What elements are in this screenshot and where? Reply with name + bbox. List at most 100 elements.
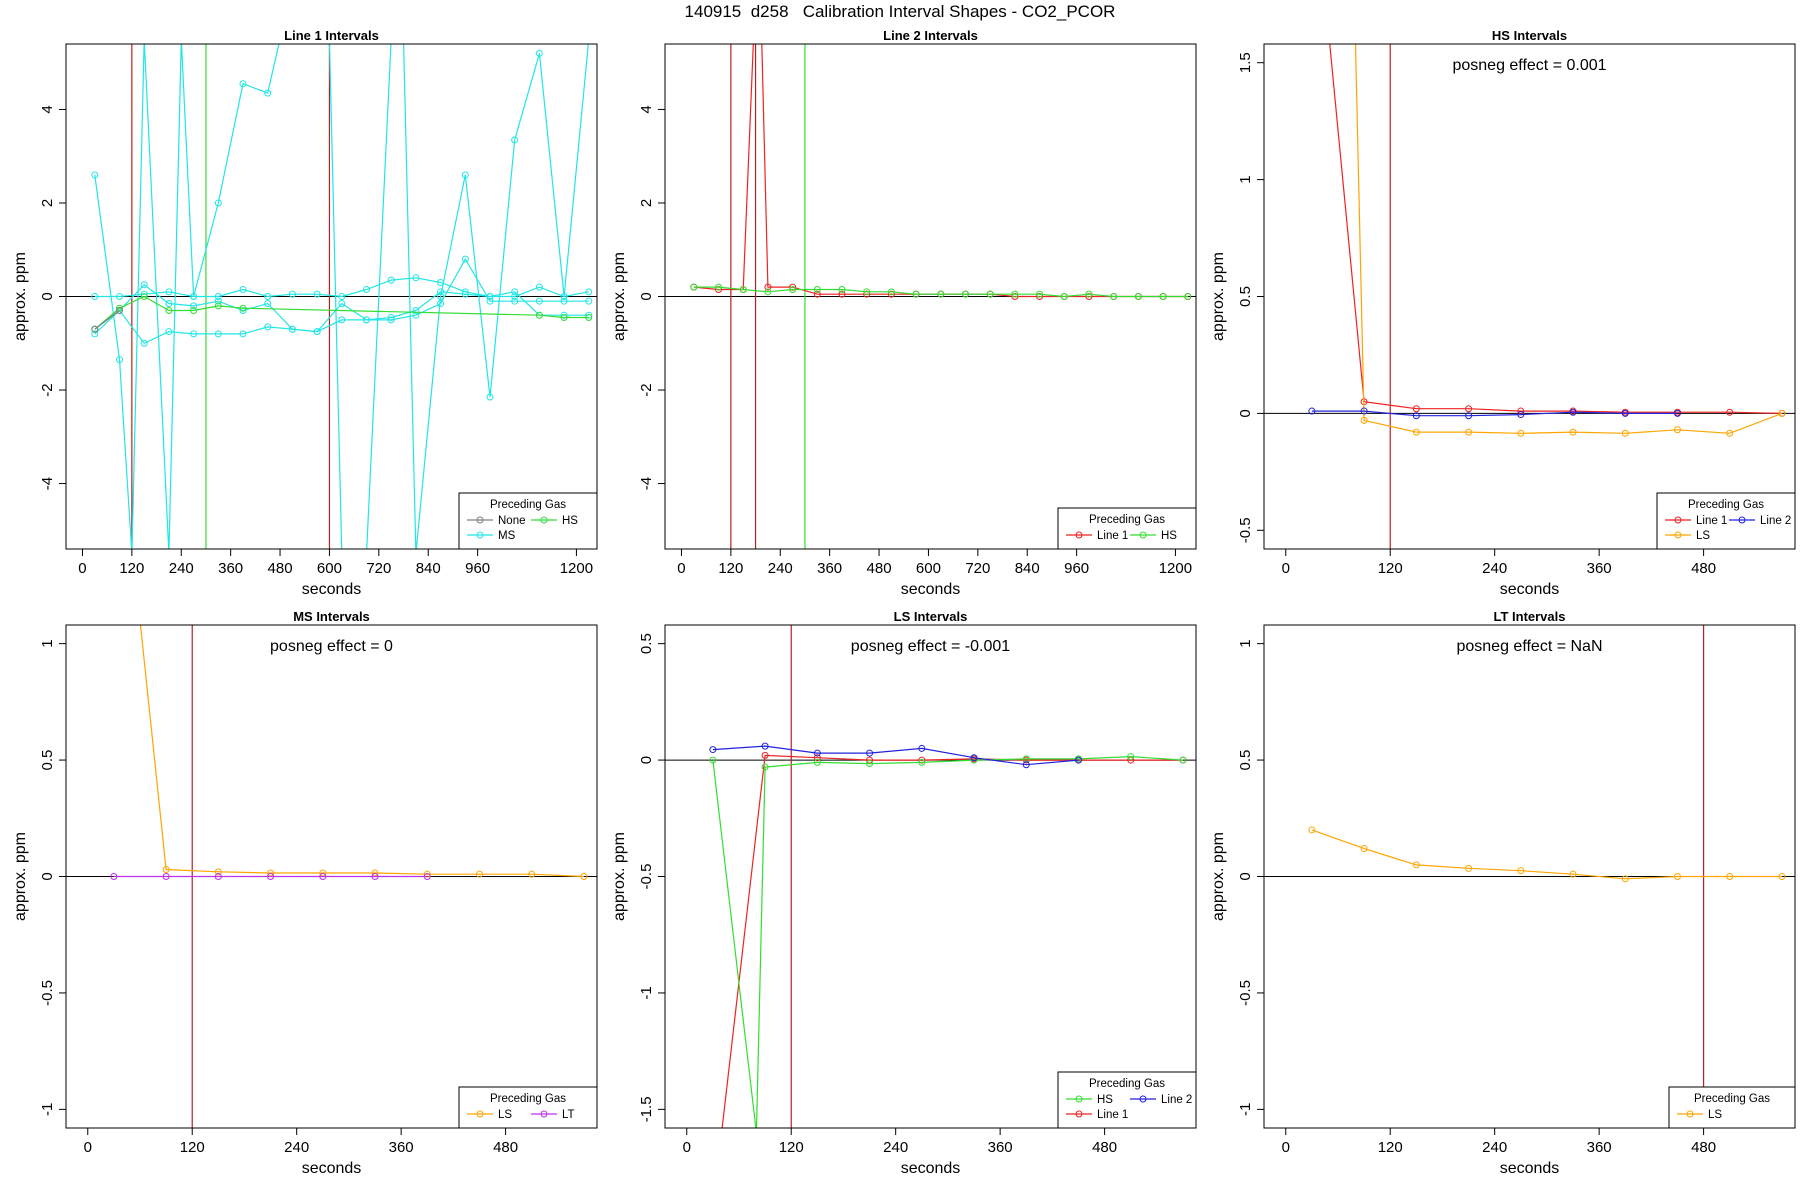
data-point [162,873,170,880]
series-line [94,277,589,298]
legend-swatch-point [1738,516,1746,524]
data-point [214,199,222,207]
data-point [759,36,765,42]
legend-item-label: LT [562,1109,575,1121]
data-point [461,171,469,179]
data-point [475,870,483,878]
data-point [715,285,723,293]
x-tick-label: 360 [817,560,842,577]
y-tick-label: 1 [1237,175,1254,183]
y-axis-label: approx. ppm [611,832,628,921]
data-point [214,868,222,876]
data-point [761,763,769,771]
data-point [116,293,124,300]
x-tick-label: 1200 [560,560,593,577]
legend-box [458,492,598,550]
legend: Preceding Gas Line 1 Line 2 LS [1656,492,1796,550]
series-line [1354,44,1783,434]
x-tick-label: 0 [1282,560,1290,577]
data-point [585,314,593,322]
data-point [1673,426,1681,434]
data-point [887,290,895,298]
data-point [178,36,184,42]
data-point [1621,429,1629,437]
data-point [288,290,296,298]
chart-title: LT Intervals [1493,609,1565,624]
y-tick-label: 0.5 [39,750,56,771]
data-point [165,328,173,336]
y-tick-label: -0.5 [1237,980,1254,1006]
data-point [239,304,247,312]
data-point [970,756,978,764]
data-point [866,760,874,768]
legend-item-label: LS [498,1109,512,1121]
plot-frame [1263,43,1796,550]
data-point [338,293,346,300]
legend-title: Preceding Gas [1089,1078,1165,1090]
legend-swatch-point [476,1110,484,1118]
series-line [1311,410,1678,417]
data-point [719,1130,725,1136]
data-point [1726,429,1734,437]
y-axis-label: approx. ppm [12,252,29,341]
x-tick-label: 960 [1064,560,1089,577]
data-point [1412,405,1420,413]
x-tick-label: 1200 [1159,560,1192,577]
data-point [1465,405,1473,413]
data-point [140,293,148,300]
data-point [190,307,198,315]
x-tick-label: 480 [493,1139,518,1156]
data-point [863,290,871,298]
data-point [461,288,469,296]
data-point [1621,409,1629,417]
legend-item-label: None [498,515,526,527]
y-tick-label: -2 [638,383,655,396]
y-tick-label: 0.5 [638,633,655,654]
data-point [264,293,272,300]
data-point [339,551,345,557]
data-point [412,307,420,315]
x-tick-label: 720 [965,560,990,577]
data-point [863,288,871,296]
data-point [838,290,846,298]
x-tick-label: 0 [683,1139,691,1156]
posneg-annotation: posneg effect = -0.001 [851,638,1010,655]
posneg-annotation: posneg effect = 0 [270,638,393,655]
data-point [1085,290,1093,298]
legend-item-label: Line 2 [1161,1094,1192,1106]
data-point [1085,293,1093,300]
x-tick-label: 0 [677,560,685,577]
series-line [94,295,589,330]
data-point [764,283,772,291]
x-tick-label: 360 [988,1139,1013,1156]
legend: Preceding Gas None HS MS [458,492,598,550]
x-axis-label: seconds [302,581,362,598]
data-point [461,290,469,298]
plot-frame [65,624,598,1129]
series-line [712,755,1183,1128]
data-point [535,49,543,57]
data-point [1360,845,1368,853]
data-point [140,281,148,289]
data-point [838,285,846,293]
x-axis-label: seconds [302,1160,362,1177]
data-point [413,551,419,557]
data-point [511,297,519,305]
y-axis-label: approx. ppm [1210,252,1227,341]
data-point [560,297,568,305]
legend: Preceding Gas LS [1668,1086,1796,1129]
x-tick-label: 120 [1378,1139,1403,1156]
x-tick-label: 240 [883,1139,908,1156]
data-point [412,274,420,282]
data-point [313,328,321,336]
x-tick-label: 840 [1015,560,1040,577]
y-axis-label: approx. ppm [1210,832,1227,921]
y-tick-label: 1.5 [1237,52,1254,73]
data-point [1011,293,1019,300]
x-tick-label: 480 [1691,560,1716,577]
x-axis-label: seconds [1500,1160,1560,1177]
data-point [91,330,99,338]
data-point [761,742,769,750]
chart-panel-6: LT Intervals 0 120 240 360 480 seconds -1 -0.5 0 0… [1210,609,1796,1177]
